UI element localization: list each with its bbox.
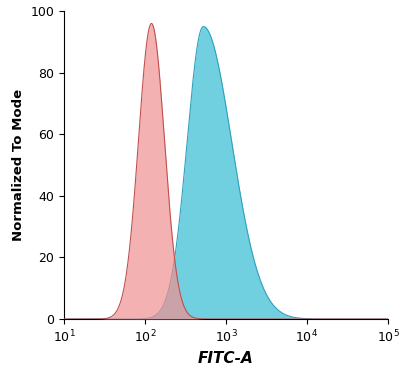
X-axis label: FITC-A: FITC-A — [198, 351, 254, 366]
Y-axis label: Normalized To Mode: Normalized To Mode — [12, 89, 25, 241]
